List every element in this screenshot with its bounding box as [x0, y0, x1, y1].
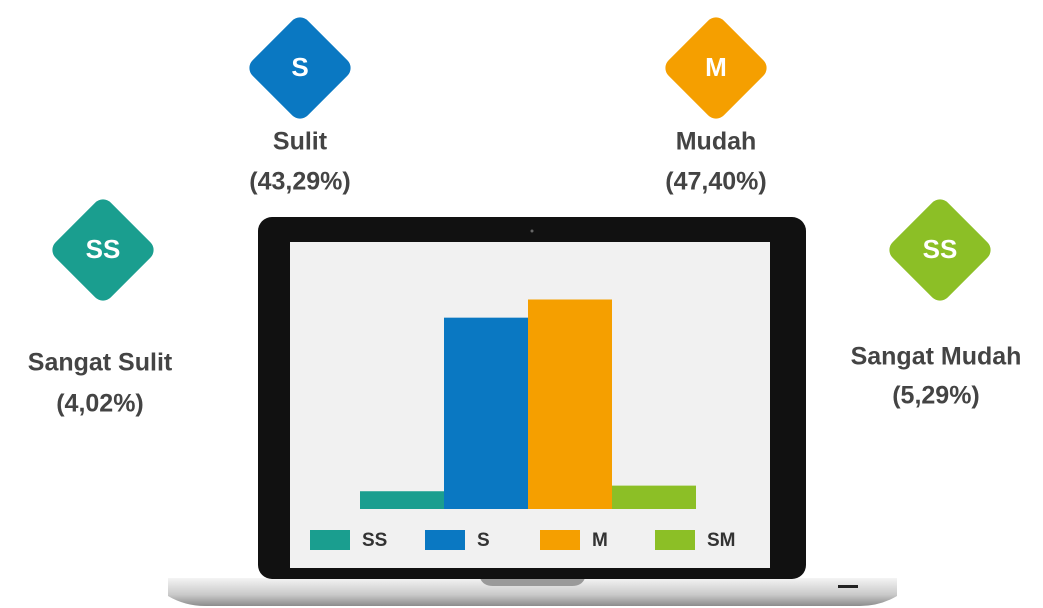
- legend-swatch: [425, 530, 465, 550]
- value-label: (43,29%): [249, 168, 350, 196]
- bar: [444, 318, 528, 509]
- laptop-camera: [531, 230, 534, 233]
- icon-text: SS: [86, 234, 121, 264]
- laptop-notch: [480, 578, 585, 586]
- legend-swatch: [655, 530, 695, 550]
- legend-label: S: [477, 530, 490, 551]
- legend-label: SM: [707, 530, 736, 551]
- legend-label: SS: [362, 530, 387, 551]
- legend-swatch: [310, 530, 350, 550]
- icon-text: S: [291, 52, 308, 82]
- bar: [612, 486, 696, 509]
- category-label: Sulit: [273, 128, 328, 156]
- category-label: Mudah: [676, 128, 757, 156]
- laptop-led: [838, 585, 858, 588]
- value-label: (4,02%): [56, 390, 144, 418]
- bar: [528, 299, 612, 509]
- legend-swatch: [540, 530, 580, 550]
- legend-label: M: [592, 530, 608, 551]
- icon-text: M: [705, 52, 727, 82]
- bar: [360, 491, 444, 509]
- category-label: Sangat Mudah: [851, 343, 1022, 371]
- category-label: Sangat Sulit: [28, 349, 173, 377]
- value-label: (47,40%): [665, 168, 766, 196]
- icon-text: SS: [923, 234, 958, 264]
- infographic: SSSangat Sulit(4,02%)SSSSulit(43,29%)SMM…: [0, 0, 1043, 608]
- value-label: (5,29%): [892, 382, 980, 410]
